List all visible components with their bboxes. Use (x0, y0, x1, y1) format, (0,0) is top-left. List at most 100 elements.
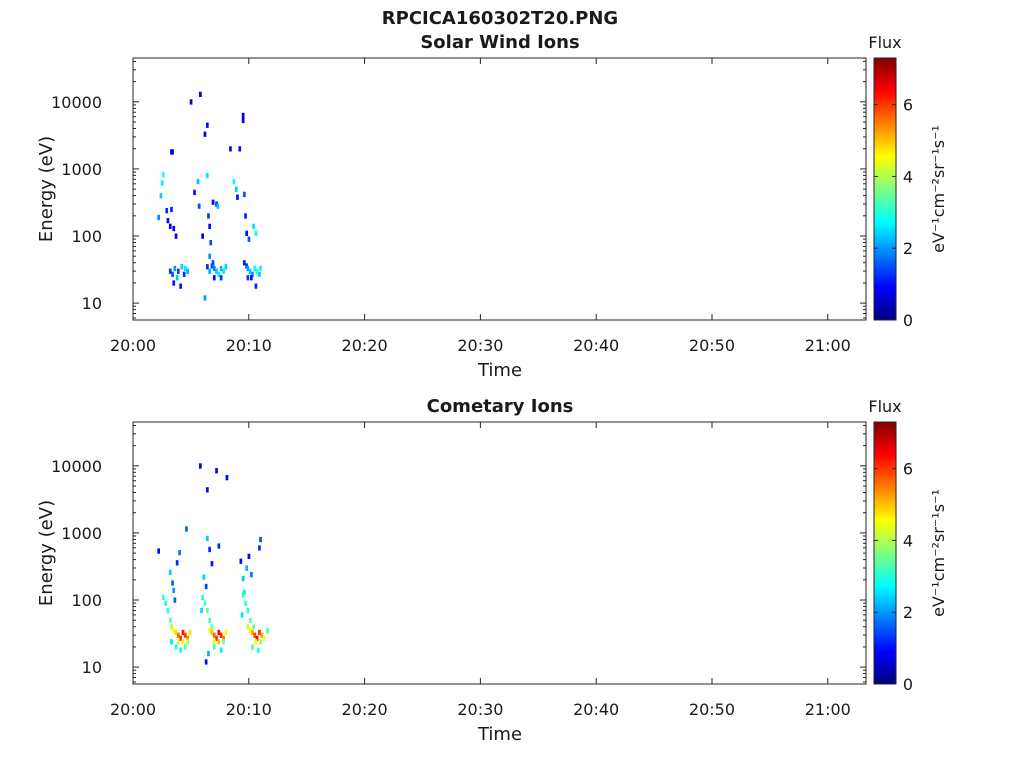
colorbar-label-cometary: eV⁻¹cm⁻²sr⁻¹s⁻¹ (929, 489, 948, 617)
x-tick-label: 20:00 (110, 700, 156, 719)
heatmap-cell (217, 629, 221, 636)
heatmap-cell (179, 635, 182, 641)
x-tick-label: 20:00 (110, 336, 156, 355)
heatmap-cell (248, 628, 252, 634)
x-tick-label: 20:50 (689, 336, 735, 355)
heatmap-cell (210, 561, 214, 567)
heatmap-cell (168, 268, 172, 274)
panel-cometary: Cometary Ions 20:00 20:10 20:20 20:30 20:40 2… (36, 396, 948, 745)
heatmap-cell (211, 199, 215, 205)
heatmap-cell (185, 526, 188, 532)
heatmap-cell (208, 628, 211, 634)
heatmap-cell (252, 223, 255, 229)
heatmap-cell (184, 632, 187, 638)
x-tick-label: 20:40 (573, 336, 619, 355)
colorbar-solar-wind (873, 57, 897, 321)
heatmap-cell (222, 268, 225, 274)
heatmap-cell (229, 146, 232, 152)
y-axis-label-solar-wind: Energy (eV) (36, 136, 57, 242)
heatmap-cell (208, 268, 211, 274)
heatmap-cell (166, 218, 170, 224)
heatmap-cell (174, 233, 178, 239)
heatmap-cell (250, 275, 253, 281)
colorbar-label-solar-wind: eV⁻¹cm⁻²sr⁻¹s⁻¹ (929, 125, 948, 253)
heatmap-cell (239, 558, 243, 564)
heatmap-cell (215, 468, 218, 474)
x-tick-label: 20:30 (457, 700, 503, 719)
colorbar-ticks-cometary: 0 2 4 6 (874, 460, 913, 694)
heatmap-cell (254, 283, 258, 289)
heatmap-cell (197, 203, 201, 209)
heatmap-cell (258, 629, 261, 636)
heatmap-cell (204, 659, 208, 665)
heatmap-cell (212, 639, 216, 645)
heatmap-cell (186, 635, 189, 641)
heatmap-cell (209, 240, 213, 246)
heatmap-cell (164, 600, 167, 606)
x-tick-label: 21:00 (805, 700, 851, 719)
heatmap-cell (157, 214, 160, 221)
heatmap-cell (203, 600, 207, 606)
heatmap-cell (246, 607, 250, 614)
heatmap-cell (203, 295, 207, 301)
panel-title-solar-wind: Solar Wind Ions (420, 32, 579, 53)
heatmap-cell (168, 569, 172, 575)
y-axis-label-cometary: Energy (eV) (36, 500, 57, 606)
heatmap-cell (244, 213, 247, 219)
heatmap-cell (219, 632, 223, 638)
heatmap-cell (248, 268, 252, 274)
heatmap-cell (207, 213, 210, 219)
heatmap-cell (177, 639, 180, 645)
heatmap-cell (210, 624, 214, 630)
x-axis-label-cometary: Time (477, 724, 522, 745)
spectrogram-cells-solar-wind (157, 91, 262, 301)
figure-title: RPCICA160302T20.PNG (382, 8, 618, 29)
heatmap-cell (225, 475, 229, 481)
colorbar-cometary (873, 421, 897, 685)
y-tick-label: 1000 (61, 524, 102, 543)
heatmap-cell (172, 587, 176, 593)
x-tick-label: 20:10 (226, 336, 272, 355)
x-tick-label: 20:10 (226, 700, 272, 719)
plot-frame-solar-wind (132, 57, 867, 321)
heatmap-cell (219, 265, 223, 272)
y-tick-label: 10 (82, 658, 102, 677)
heatmap-cell (175, 560, 179, 566)
heatmap-cell (211, 260, 215, 266)
heatmap-cell (251, 644, 254, 650)
heatmap-cell (247, 236, 251, 242)
colorbar-tick-label: 6 (903, 460, 913, 479)
heatmap-cell (196, 179, 200, 185)
spectrogram-cells-cometary (157, 463, 269, 665)
heatmap-cell (160, 180, 164, 186)
x-tick-label: 20:50 (689, 700, 735, 719)
heatmap-cell (207, 650, 210, 657)
heatmap-cell (200, 607, 203, 614)
heatmap-cell (255, 635, 259, 641)
heatmap-cell (206, 122, 209, 128)
heatmap-cell (206, 172, 209, 179)
heatmap-cell (199, 463, 202, 469)
heatmap-cell (252, 624, 255, 630)
heatmap-cell (212, 275, 216, 281)
heatmap-cell (188, 629, 192, 636)
x-ticks-cometary: 20:00 20:10 20:20 20:30 20:40 20:50 21:00 (110, 422, 851, 719)
heatmap-cell (240, 612, 244, 618)
heatmap-cell (256, 647, 260, 653)
heatmap-cell (181, 639, 185, 645)
heatmap-cell (258, 271, 261, 277)
heatmap-cell (179, 647, 182, 653)
panel-title-cometary: Cometary Ions (427, 396, 574, 417)
heatmap-cell (201, 233, 204, 239)
heatmap-cell (259, 536, 262, 543)
y-tick-label: 10000 (51, 457, 102, 476)
heatmap-cell (219, 275, 223, 281)
colorbar-tick-label: 0 (903, 311, 913, 330)
heatmap-cell (161, 594, 165, 600)
heatmap-cell (244, 600, 247, 606)
heatmap-cell (258, 545, 261, 551)
heatmap-cell (168, 223, 172, 229)
colorbar-title-cometary: Flux (868, 397, 901, 416)
heatmap-cell (215, 635, 218, 641)
